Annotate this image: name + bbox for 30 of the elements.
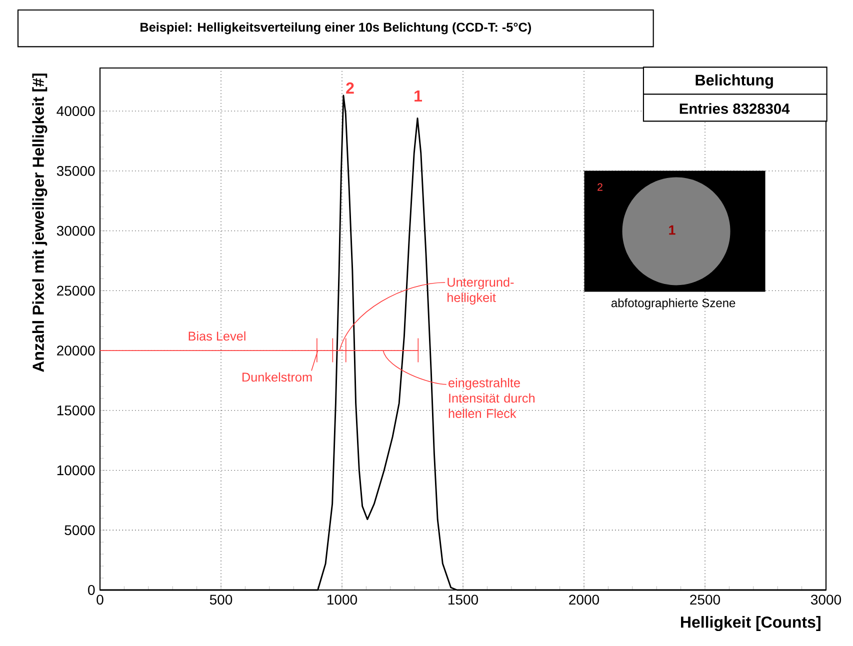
y-tick-label: 40000 <box>56 106 95 116</box>
annotation: abfotographierte Szene <box>611 298 736 310</box>
x-tick-label: 1000 <box>327 594 358 605</box>
annotation: Belichtung <box>696 74 773 89</box>
x-tick-label: 1500 <box>448 594 478 605</box>
annotation: Untergrund-helligkeit <box>448 277 514 305</box>
y-axis-title: Anzahl Pixel mit jeweiliger Helligkeit [#] <box>32 74 48 372</box>
y-tick-label: 5000 <box>64 525 95 536</box>
annotation: Entries 8328304 <box>680 103 790 114</box>
y-tick-label: 25000 <box>57 286 95 296</box>
y-tick-label: 15000 <box>57 405 95 416</box>
x-tick-label: 2500 <box>690 594 720 605</box>
annotation: 1 <box>414 90 422 102</box>
x-tick-label: 500 <box>210 594 232 605</box>
y-tick-label: 20000 <box>57 346 95 356</box>
annotation: 1 <box>669 225 676 235</box>
y-tick-label: 35000 <box>56 166 95 176</box>
x-tick-label: 2000 <box>569 594 600 605</box>
x-tick-label: 3000 <box>810 594 842 605</box>
annotation: Bias Level <box>188 331 246 341</box>
annotation: 2 <box>346 82 354 94</box>
annotation: Dunkelstrom <box>242 372 312 382</box>
y-tick-label: 10000 <box>57 465 95 476</box>
annotation: eingestrahlte Intensität durch hellen Fleck <box>448 378 534 418</box>
chart-title: Beispiel: Helligkeitsverteilung einer 10s Belichtung (CCD-T: -5°C) <box>140 22 532 34</box>
x-tick-label: 0 <box>96 594 104 605</box>
x-axis-title: Helligkeit [Counts] <box>681 616 820 632</box>
annotation: 2 <box>598 183 602 191</box>
y-tick-label: 0 <box>88 585 95 595</box>
y-tick-label: 30000 <box>56 226 95 236</box>
